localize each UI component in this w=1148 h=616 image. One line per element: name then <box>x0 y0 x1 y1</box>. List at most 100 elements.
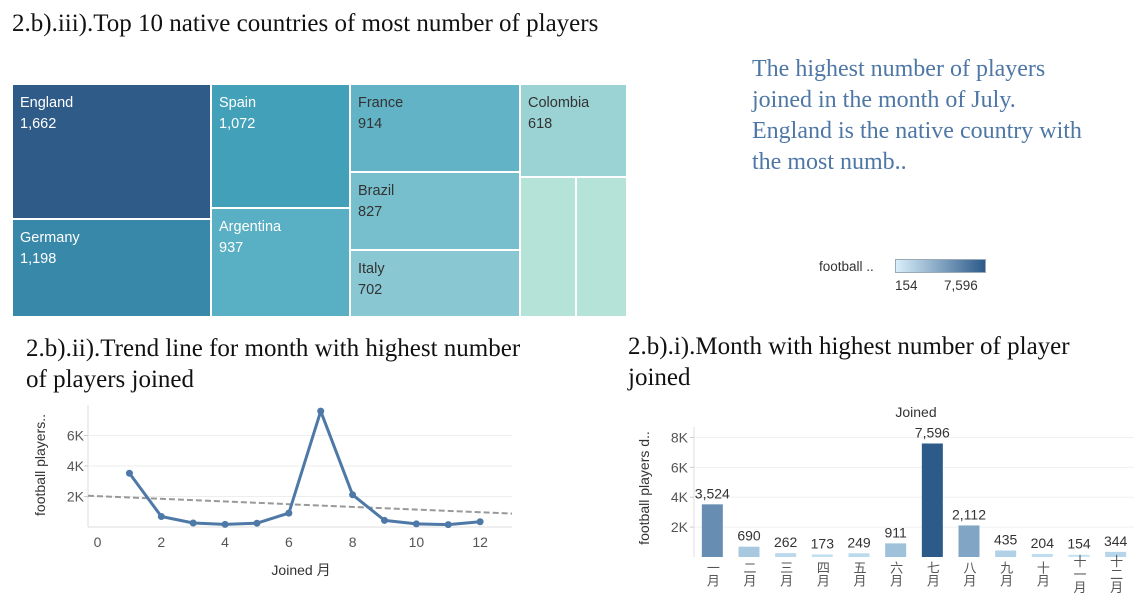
treemap-cell-italy[interactable]: Italy 702 <box>350 250 520 317</box>
bar-value-label: 262 <box>774 534 798 550</box>
bar[interactable] <box>701 504 723 557</box>
line-chart-title: 2.b).ii).Trend line for month with highe… <box>26 335 521 393</box>
bar-category-label: 二月 <box>742 561 757 588</box>
line-y-tick-label: 6K <box>67 428 85 444</box>
bar-category-label: 四月 <box>815 561 830 588</box>
treemap-cell-unlabeled[interactable] <box>520 177 576 317</box>
bar-y-axis-title: football players d.. <box>636 431 652 545</box>
treemap-cell-argentina[interactable]: Argentina 937 <box>211 208 350 317</box>
line-point[interactable] <box>221 520 229 528</box>
treemap-cell-england[interactable]: England 1,662 <box>12 84 211 219</box>
line-x-tick-label: 0 <box>94 534 102 550</box>
line-point[interactable] <box>285 509 293 517</box>
bar[interactable] <box>885 543 907 557</box>
line-point[interactable] <box>349 491 357 499</box>
bar-value-label: 435 <box>994 532 1018 548</box>
treemap-cell-spain[interactable]: Spain 1,072 <box>211 84 350 208</box>
treemap-label: Argentina <box>219 219 282 235</box>
treemap-cell-france[interactable]: France 914 <box>350 84 520 172</box>
treemap-label: England <box>20 95 74 111</box>
treemap-label: France <box>358 95 404 111</box>
bar-value-label: 173 <box>811 535 835 551</box>
bar-y-tick-label: 4K <box>671 489 689 505</box>
treemap-value: 702 <box>358 282 383 298</box>
bar-value-label: 7,596 <box>915 424 950 440</box>
bar[interactable] <box>995 550 1017 558</box>
bar-value-label: 154 <box>1067 536 1091 552</box>
bar-category-label: 七月 <box>925 561 940 588</box>
line-y-tick-label: 2K <box>67 489 85 505</box>
line-point[interactable] <box>125 469 133 477</box>
line-point[interactable] <box>317 407 325 415</box>
line-x-tick-label: 6 <box>285 534 293 550</box>
insight-text: The highest number of players joined in … <box>752 56 1082 175</box>
bar-category-label: 一月 <box>705 561 720 588</box>
line-point[interactable] <box>253 519 261 527</box>
bar[interactable] <box>848 553 870 557</box>
treemap-value: 1,072 <box>219 116 256 132</box>
bar-y-tick-label: 6K <box>671 459 689 475</box>
treemap-cell-germany[interactable]: Germany 1,198 <box>12 219 211 317</box>
bar-value-label: 249 <box>847 534 871 550</box>
bar-category-label: 三月 <box>778 561 793 588</box>
bar[interactable] <box>921 443 943 557</box>
bar-category-label: 五月 <box>852 561 867 588</box>
bar-y-tick-label: 8K <box>671 429 689 445</box>
treemap-value: 618 <box>528 116 553 132</box>
treemap-label: Colombia <box>528 95 590 111</box>
bar-category-label: 八月 <box>962 561 977 588</box>
line-point[interactable] <box>189 519 197 527</box>
bar[interactable] <box>1068 554 1090 557</box>
bar-chart-title: 2.b).i).Month with highest number of pla… <box>628 333 1070 391</box>
line-y-tick-label: 4K <box>67 458 85 474</box>
line-x-tick-label: 12 <box>472 534 488 550</box>
treemap-value: 1,662 <box>20 116 57 132</box>
color-legend-bar <box>895 259 986 273</box>
bar[interactable] <box>958 525 980 557</box>
bar-category-label: 十二月 <box>1108 555 1123 595</box>
treemap-cell-unlabeled[interactable] <box>576 177 627 317</box>
color-legend-label: football .. <box>819 259 874 274</box>
line-x-tick-label: 8 <box>349 534 357 550</box>
treemap-cell-colombia[interactable]: Colombia 618 <box>520 84 627 177</box>
bar-value-label: 911 <box>885 524 908 540</box>
treemap-title: 2.b).iii).Top 10 native countries of mos… <box>12 10 599 37</box>
bar-category-label: 九月 <box>998 561 1013 588</box>
color-legend-min: 154 <box>895 278 918 293</box>
bar[interactable] <box>1031 553 1053 557</box>
color-legend-max: 7,596 <box>944 278 978 293</box>
treemap-value: 914 <box>358 116 383 132</box>
bar[interactable] <box>775 553 797 557</box>
line-x-tick-label: 4 <box>221 534 229 550</box>
treemap-value: 1,198 <box>20 251 57 267</box>
bar[interactable] <box>1105 551 1127 557</box>
treemap-label: Italy <box>358 261 385 277</box>
bar-category-label: 十月 <box>1035 561 1050 588</box>
line-point[interactable] <box>380 516 388 524</box>
line-y-axis-title: football players.. <box>32 414 48 516</box>
line-point[interactable] <box>412 520 420 528</box>
bar-y-tick-label: 2K <box>671 519 689 535</box>
treemap-value: 827 <box>358 204 383 220</box>
line-series <box>128 409 481 527</box>
bar-value-label: 344 <box>1104 533 1128 549</box>
line-point[interactable] <box>444 521 452 529</box>
bar[interactable] <box>738 546 760 557</box>
line-point[interactable] <box>476 518 484 526</box>
line-x-axis-title: Joined 月 <box>271 562 330 578</box>
bar-value-label: 690 <box>737 528 761 544</box>
trend-line <box>87 494 513 515</box>
treemap-label: Brazil <box>358 183 395 199</box>
treemap-label: Spain <box>219 95 257 111</box>
bar-header: Joined <box>895 404 936 420</box>
bar-value-label: 3,524 <box>695 485 730 501</box>
treemap-cell-brazil[interactable]: Brazil 827 <box>350 172 520 250</box>
treemap-value: 937 <box>219 240 244 256</box>
bar[interactable] <box>811 554 833 557</box>
bar-category-label: 十一月 <box>1072 555 1087 595</box>
line-x-tick-label: 10 <box>409 534 425 550</box>
line-point[interactable] <box>157 512 165 520</box>
bar-value-label: 2,112 <box>952 506 986 522</box>
bar-category-label: 六月 <box>888 561 903 588</box>
treemap-label: Germany <box>20 230 80 246</box>
